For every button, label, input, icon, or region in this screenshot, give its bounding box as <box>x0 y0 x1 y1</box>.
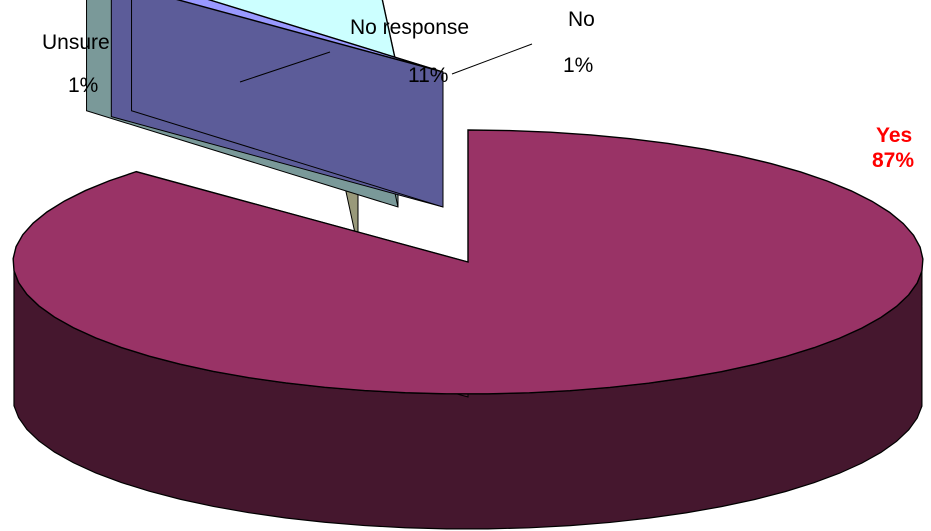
label-yes-value: 87% <box>872 149 914 172</box>
leader-line-no-response <box>239 51 331 83</box>
label-no-response-value: 11% <box>408 64 448 87</box>
label-no: No <box>568 8 595 31</box>
label-yes: Yes <box>876 124 912 147</box>
label-unsure: Unsure <box>42 31 110 54</box>
pie-slice-yes <box>12 129 924 395</box>
leader-lines <box>239 43 533 83</box>
slices-layer <box>12 0 924 530</box>
leader-line-no <box>451 43 533 75</box>
label-no-response: No response <box>350 16 469 39</box>
label-no-value: 1% <box>563 54 593 77</box>
label-unsure-value: 1% <box>68 74 98 97</box>
